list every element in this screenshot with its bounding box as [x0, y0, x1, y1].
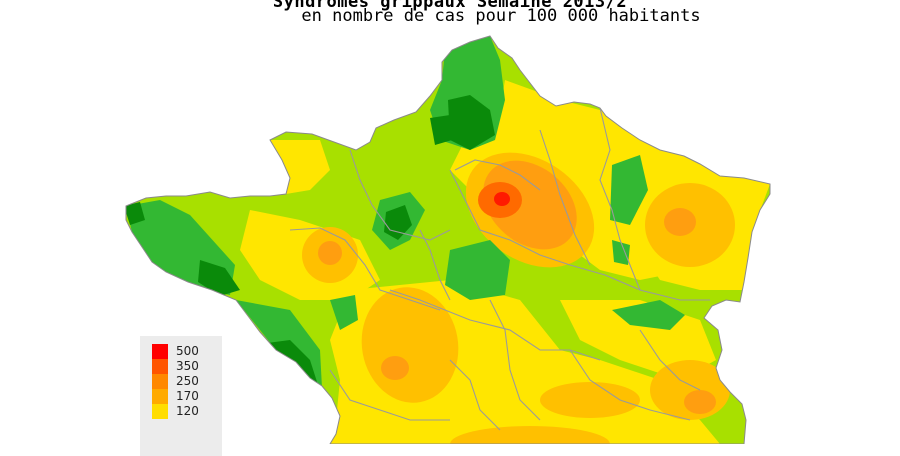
legend-label: 170 — [176, 389, 199, 403]
legend-item: 500 — [152, 344, 222, 359]
france-incidence-map — [125, 35, 771, 444]
legend-label: 500 — [176, 344, 199, 358]
legend-label: 250 — [176, 374, 199, 388]
region-borders — [289, 107, 710, 431]
legend-swatch-120 — [152, 404, 168, 419]
legend-swatch-170 — [152, 389, 168, 404]
legend-item: 170 — [152, 389, 222, 404]
legend-swatch-250 — [152, 374, 168, 389]
orange-zones — [318, 160, 716, 414]
legend-label: 120 — [176, 404, 199, 418]
legend-swatch-500 — [152, 344, 168, 359]
map-title: Syndromes grippaux Semaine 2013/2 — [272, 0, 628, 12]
legend-label: 350 — [176, 359, 199, 373]
map-subtitle: en nombre de cas pour 100 000 habitants — [301, 6, 701, 26]
legend-swatch-350 — [152, 359, 168, 374]
legend: 500 350 250 170 120 — [140, 336, 222, 456]
legend-item: 120 — [152, 404, 222, 419]
red-hotspot — [478, 182, 522, 218]
legend-item: 250 — [152, 374, 222, 389]
legend-item: 350 — [152, 359, 222, 374]
